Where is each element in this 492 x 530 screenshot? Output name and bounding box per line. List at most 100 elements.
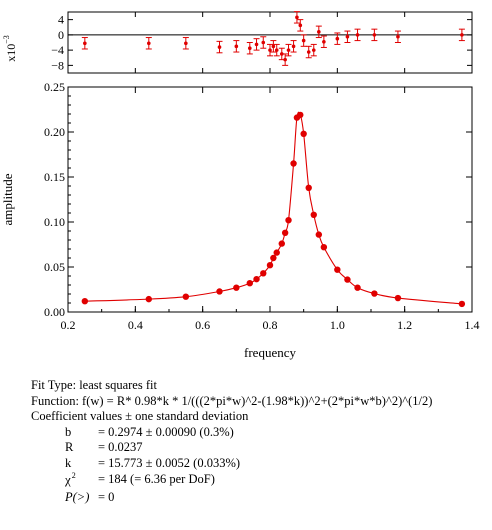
x-tick-label: 0.8 [263, 318, 278, 332]
fit-type: Fit Type: least squares fit [31, 378, 157, 392]
axis-labels: 0.2 0.4 0.6 0.8 1.0 1.2 1.4 0.00 0.05 0.10 0.15 0.2… [0, 13, 480, 360]
residual-point [286, 48, 291, 52]
residual-point [274, 48, 279, 52]
residual-point [298, 23, 303, 28]
data-point [394, 294, 402, 302]
data-point [290, 160, 297, 167]
coefficient-name: k [65, 455, 72, 470]
data-point [344, 276, 351, 283]
data-point [81, 298, 89, 305]
coefficient-value: = 0.0237 [98, 440, 143, 455]
residual-point [261, 40, 266, 45]
residual-point [396, 34, 400, 39]
residual-point [271, 44, 276, 49]
x-tick-label: 1.2 [397, 318, 412, 332]
fit-function: Function: f(w) = R* 0.98*k * 1/(((2*pi*w… [31, 393, 433, 408]
chi-exponent: 2 [71, 470, 76, 480]
data-point [354, 284, 361, 291]
residual-y-tick-label: −4 [51, 43, 64, 57]
data-point [281, 229, 289, 236]
coefficient-header: Coefficient values ± one standard deviat… [31, 409, 249, 424]
data-point [253, 275, 260, 283]
data-point [371, 290, 378, 297]
data-point [315, 231, 323, 238]
fit-curve [84, 111, 462, 305]
residual-point [345, 34, 350, 39]
coefficient-row-r: R = 0.0237 [31, 440, 432, 456]
x-tick-label: 0.6 [195, 318, 210, 332]
coefficient-value: = 0.2974 ± 0.00090 (0.3%) [98, 424, 234, 439]
data-point [285, 217, 292, 224]
data-point [266, 262, 274, 269]
chi-square-value: = 184 (= 6.36 per DoF) [98, 471, 215, 486]
data-point [320, 244, 328, 251]
x-axis-label: frequency [244, 345, 296, 360]
p-value-label: P(>) [65, 489, 90, 504]
data-point [297, 111, 304, 119]
residual-point [279, 52, 284, 56]
residual-point [306, 50, 311, 54]
residual-point [311, 48, 316, 52]
data-points [81, 111, 466, 308]
fit-results: Fit Type: least squares fit Function: f(… [31, 378, 432, 505]
residual-y-tick-label: 4 [58, 13, 64, 27]
residual-point [460, 33, 464, 37]
residual-y-tick-label: −8 [51, 58, 64, 72]
residual-point [268, 48, 272, 52]
data-point [233, 284, 240, 291]
data-point [182, 293, 190, 300]
data-point [310, 211, 317, 218]
data-point [300, 130, 307, 137]
x-tick-label: 1.0 [330, 318, 345, 332]
data-point [246, 280, 253, 287]
residual-point [295, 15, 299, 20]
main-plot-frame [67, 86, 473, 313]
coefficient-name: R [65, 440, 74, 455]
residual-y-axis-label: x10−3 [2, 35, 18, 62]
p-value-row: P(>) = 0 [31, 490, 432, 506]
residual-point [83, 41, 87, 46]
y-tick-label: 0.10 [44, 215, 65, 229]
residual-y-tick-label: 0 [58, 28, 64, 42]
residual-point [147, 41, 151, 46]
y-tick-label: 0.20 [44, 125, 65, 139]
coefficient-row-b: b = 0.2974 ± 0.00090 (0.3%) [31, 425, 432, 441]
residual-point [248, 46, 252, 51]
data-point [216, 288, 223, 295]
y-axis-label: amplitude [0, 173, 15, 225]
residual-plot-frame [67, 11, 473, 74]
y-tick-label: 0.05 [44, 260, 65, 274]
coefficient-name: b [65, 424, 72, 439]
x-tick-label: 0.2 [61, 318, 76, 332]
residual-point [301, 38, 306, 43]
coefficient-value: = 15.773 ± 0.0052 (0.033%) [98, 455, 241, 470]
y-tick-label: 0.00 [44, 305, 65, 319]
data-point [305, 184, 312, 191]
residual-point [355, 33, 360, 37]
resonance-fit-chart: 0.2 0.4 0.6 0.8 1.0 1.2 1.4 0.00 0.05 0.10 0.15 0.2… [0, 11, 480, 360]
chi-square-row: χ2 = 184 (= 6.36 per DoF) [31, 470, 432, 490]
data-point [145, 295, 152, 303]
chi-symbol: χ [65, 471, 71, 487]
data-point [260, 270, 267, 277]
residual-point [234, 44, 239, 49]
p-value-value: = 0 [98, 489, 115, 504]
data-point [334, 266, 341, 273]
residual-point [217, 45, 222, 49]
main-panel [67, 86, 473, 313]
residual-point [291, 44, 296, 49]
coefficient-row-k: k = 15.773 ± 0.0052 (0.033%) [31, 456, 432, 472]
residual-point [283, 57, 287, 62]
data-point [270, 254, 277, 262]
residual-panel [67, 11, 473, 74]
x-tick-label: 0.4 [128, 318, 143, 332]
y-tick-label: 0.25 [44, 80, 65, 94]
chi-square-label: χ2 [65, 470, 76, 490]
x-tick-label: 1.4 [465, 318, 480, 332]
data-point [278, 240, 285, 247]
data-point [273, 249, 280, 256]
residual-point [254, 42, 259, 47]
residual-point [184, 41, 188, 46]
residual-points [81, 11, 465, 66]
data-point [458, 300, 466, 308]
